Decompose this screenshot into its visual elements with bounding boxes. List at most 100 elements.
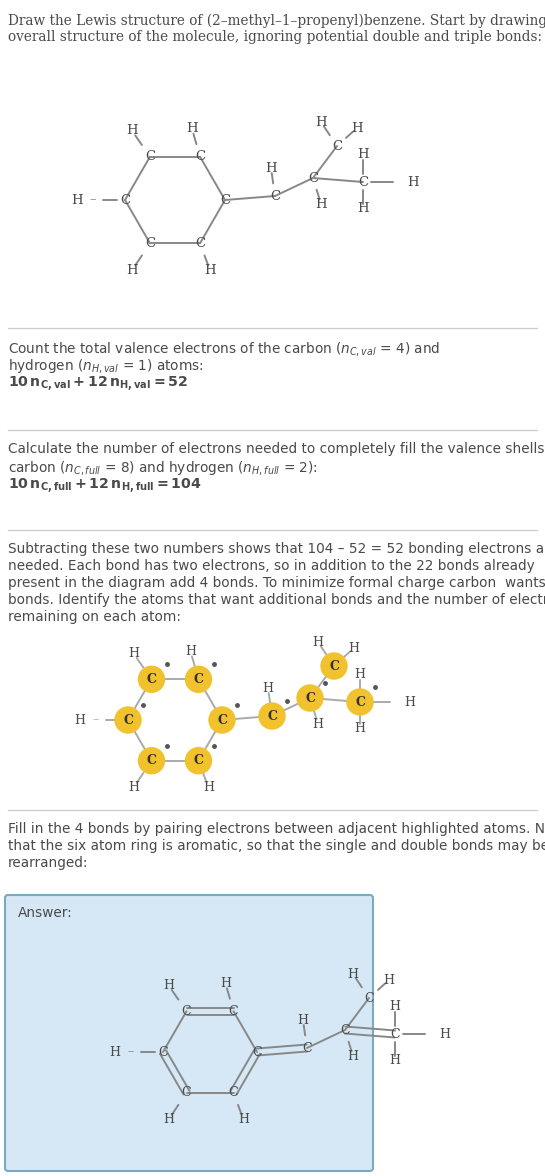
Text: $\mathbf{10\, n_{C,val} + 12\, n_{H,val} = 52}$: $\mathbf{10\, n_{C,val} + 12\, n_{H,val}… [8, 374, 188, 393]
Text: C: C [145, 151, 155, 163]
Text: rearranged:: rearranged: [8, 856, 88, 870]
Text: that the six atom ring is aromatic, so that the single and double bonds may be: that the six atom ring is aromatic, so t… [8, 838, 545, 853]
Text: H: H [186, 122, 198, 135]
Text: C: C [120, 194, 130, 207]
Text: Calculate the number of electrons needed to completely fill the valence shells f: Calculate the number of electrons needed… [8, 442, 545, 456]
Text: C: C [302, 1042, 312, 1055]
Text: H: H [71, 194, 83, 207]
Text: –: – [90, 194, 96, 207]
Circle shape [138, 667, 165, 693]
Text: H: H [315, 115, 327, 128]
Text: C: C [181, 1004, 191, 1017]
Text: H: H [128, 647, 139, 660]
Circle shape [185, 748, 211, 774]
Text: C: C [270, 189, 280, 202]
Circle shape [321, 653, 347, 679]
Circle shape [115, 707, 141, 733]
Text: C: C [364, 991, 374, 1004]
Text: C: C [229, 1087, 238, 1100]
Text: hydrogen ($n_{H,val}$ = 1) atoms:: hydrogen ($n_{H,val}$ = 1) atoms: [8, 358, 204, 375]
Text: H: H [348, 968, 359, 981]
Text: H: H [238, 1114, 249, 1127]
Text: H: H [126, 263, 138, 276]
Text: C: C [358, 175, 368, 188]
Text: C: C [181, 1087, 191, 1100]
Text: H: H [220, 977, 231, 990]
Text: bonds. Identify the atoms that want additional bonds and the number of electrons: bonds. Identify the atoms that want addi… [8, 593, 545, 607]
Text: Count the total valence electrons of the carbon ($n_{C,val}$ = 4) and: Count the total valence electrons of the… [8, 340, 440, 358]
Circle shape [259, 703, 285, 729]
Text: H: H [351, 121, 363, 134]
FancyBboxPatch shape [5, 895, 373, 1171]
Circle shape [138, 748, 165, 774]
Text: H: H [128, 781, 139, 794]
Text: H: H [203, 781, 214, 794]
Text: H: H [357, 148, 369, 161]
Text: remaining on each atom:: remaining on each atom: [8, 610, 181, 624]
Text: H: H [357, 202, 369, 215]
Text: C: C [145, 236, 155, 249]
Text: overall structure of the molecule, ignoring potential double and triple bonds:: overall structure of the molecule, ignor… [8, 31, 542, 44]
Text: H: H [407, 175, 419, 188]
Text: H: H [298, 1014, 308, 1027]
Text: C: C [217, 714, 227, 727]
Text: C: C [308, 172, 318, 185]
Text: Subtracting these two numbers shows that 104 – 52 = 52 bonding electrons are: Subtracting these two numbers shows that… [8, 542, 545, 556]
Circle shape [185, 667, 211, 693]
Text: C: C [229, 1004, 238, 1017]
Text: needed. Each bond has two electrons, so in addition to the 22 bonds already: needed. Each bond has two electrons, so … [8, 559, 535, 573]
Text: H: H [390, 1001, 401, 1014]
Text: –: – [414, 1028, 420, 1041]
Text: C: C [193, 673, 203, 686]
Text: H: H [75, 714, 86, 727]
Text: H: H [163, 978, 174, 991]
Text: $\mathbf{10\, n_{C,full} + 12\, n_{H,full} = 104}$: $\mathbf{10\, n_{C,full} + 12\, n_{H,ful… [8, 476, 202, 495]
Text: carbon ($n_{C,full}$ = 8) and hydrogen ($n_{H,full}$ = 2):: carbon ($n_{C,full}$ = 8) and hydrogen (… [8, 459, 318, 477]
Text: C: C [355, 695, 365, 708]
Text: C: C [267, 709, 277, 722]
Text: H: H [265, 161, 277, 174]
Text: C: C [252, 1045, 262, 1058]
Text: C: C [305, 691, 315, 704]
Text: H: H [384, 974, 395, 987]
Circle shape [347, 689, 373, 715]
Text: C: C [158, 1045, 168, 1058]
Text: Draw the Lewis structure of (2–methyl–1–propenyl)benzene. Start by drawing the: Draw the Lewis structure of (2–methyl–1–… [8, 14, 545, 28]
Text: H: H [263, 682, 274, 695]
Text: C: C [390, 1028, 400, 1041]
Text: H: H [110, 1045, 120, 1058]
Text: –: – [93, 714, 99, 727]
Text: H: H [354, 722, 366, 735]
Text: –: – [128, 1045, 134, 1058]
Circle shape [297, 684, 323, 711]
Text: C: C [123, 714, 133, 727]
Text: C: C [147, 754, 156, 767]
Text: H: H [315, 198, 327, 211]
Text: H: H [185, 644, 196, 657]
Text: C: C [193, 754, 203, 767]
Text: Answer:: Answer: [18, 906, 72, 920]
Text: –: – [379, 695, 385, 708]
Text: C: C [340, 1023, 350, 1036]
Text: H: H [439, 1028, 450, 1041]
Text: H: H [348, 1049, 359, 1062]
Text: C: C [195, 151, 205, 163]
Circle shape [209, 707, 235, 733]
Text: H: H [126, 125, 138, 138]
Text: H: H [163, 1114, 174, 1127]
Text: H: H [390, 1055, 401, 1068]
Text: C: C [332, 140, 342, 153]
Text: present in the diagram add 4 bonds. To minimize formal charge carbon  wants 4: present in the diagram add 4 bonds. To m… [8, 576, 545, 590]
Text: H: H [348, 641, 360, 655]
Text: –: – [382, 175, 388, 188]
Text: H: H [204, 263, 216, 276]
Text: Fill in the 4 bonds by pairing electrons between adjacent highlighted atoms. Not: Fill in the 4 bonds by pairing electrons… [8, 822, 545, 836]
Text: C: C [220, 194, 230, 207]
Text: C: C [195, 236, 205, 249]
Text: C: C [329, 660, 339, 673]
Text: H: H [354, 668, 366, 682]
Text: H: H [404, 695, 415, 708]
Text: H: H [312, 717, 324, 730]
Text: H: H [312, 635, 324, 648]
Text: C: C [147, 673, 156, 686]
